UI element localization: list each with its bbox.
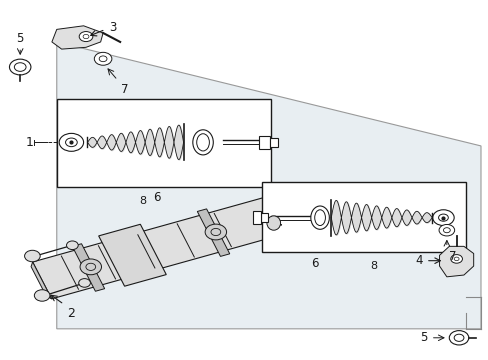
Ellipse shape [314, 210, 325, 226]
Text: 1: 1 [26, 136, 34, 149]
Circle shape [438, 225, 454, 236]
Polygon shape [439, 246, 473, 277]
Ellipse shape [310, 206, 329, 229]
Text: 5: 5 [419, 331, 427, 344]
Polygon shape [33, 197, 283, 299]
Text: 4: 4 [414, 254, 422, 267]
Ellipse shape [266, 216, 280, 230]
Circle shape [24, 250, 40, 262]
Bar [269, 138, 277, 147]
Bar [259, 136, 269, 149]
Circle shape [59, 134, 83, 151]
Text: 5: 5 [17, 32, 24, 45]
Circle shape [80, 259, 102, 275]
Polygon shape [99, 224, 166, 286]
Polygon shape [52, 26, 103, 49]
Polygon shape [31, 262, 52, 299]
Text: 8: 8 [370, 261, 377, 271]
Circle shape [34, 290, 50, 301]
Circle shape [9, 59, 31, 75]
Text: 7: 7 [448, 250, 456, 263]
Bar [260, 213, 268, 222]
Text: 3: 3 [109, 21, 117, 34]
Polygon shape [197, 209, 229, 256]
Ellipse shape [196, 134, 209, 151]
Polygon shape [57, 42, 480, 329]
Circle shape [450, 255, 462, 263]
Circle shape [94, 52, 112, 65]
Circle shape [79, 32, 93, 41]
Circle shape [204, 224, 226, 240]
Circle shape [66, 241, 78, 249]
Circle shape [432, 210, 453, 226]
Text: 6: 6 [311, 257, 318, 270]
Circle shape [448, 330, 468, 345]
Text: 6: 6 [153, 192, 160, 204]
Bar [261, 182, 466, 252]
Text: 8: 8 [139, 196, 146, 206]
Circle shape [79, 279, 90, 287]
Text: 2: 2 [67, 307, 75, 320]
Polygon shape [72, 244, 104, 291]
Text: 7: 7 [121, 83, 128, 96]
Bar [252, 211, 260, 224]
Ellipse shape [192, 130, 213, 155]
Bar [57, 99, 271, 187]
